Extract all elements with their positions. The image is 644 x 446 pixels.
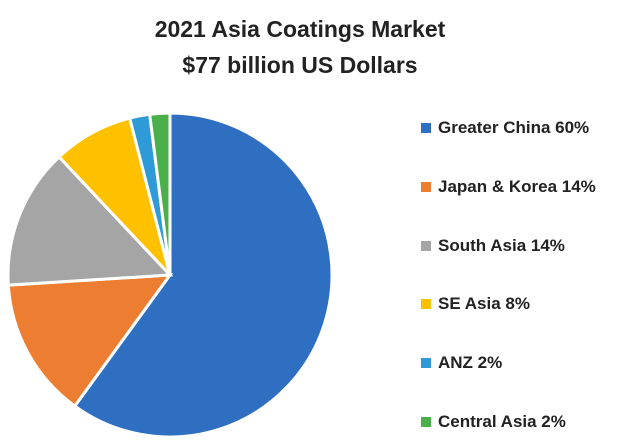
legend-swatch: [421, 181, 431, 192]
legend-item: South Asia 14%: [421, 236, 565, 256]
pie-slice-south-asia: [6, 154, 174, 287]
legend-swatch: [421, 240, 431, 251]
legend-swatch: [421, 299, 431, 310]
legend-item: ANZ 2%: [421, 353, 502, 373]
legend-label: Greater China 60%: [438, 118, 590, 137]
pie-slice-japan-korea: [6, 273, 174, 409]
legend-swatch: [421, 358, 431, 369]
legend-item: Japan & Korea 14%: [421, 177, 596, 197]
legend-label: Japan & Korea 14%: [438, 176, 596, 196]
legend-item: SE Asia 8%: [421, 294, 530, 314]
legend-item: Central Asia 2%: [421, 412, 566, 432]
pie-slice-greater-china: [72, 111, 334, 439]
legend-label: ANZ 2%: [438, 353, 503, 373]
legend-item: Greater China 60%: [421, 118, 589, 138]
pie-slice-central-asia: [148, 111, 172, 276]
legend-label: SE Asia 8%: [438, 294, 530, 314]
legend-label: South Asia 14%: [438, 235, 565, 255]
legend-swatch: [421, 123, 431, 133]
chart-subtitle: $77 billion US Dollars: [182, 52, 418, 78]
legend-swatch: [421, 417, 431, 427]
chart-title: 2021 Asia Coatings Market: [154, 16, 446, 42]
legend-label: Central Asia 2%: [438, 412, 566, 431]
